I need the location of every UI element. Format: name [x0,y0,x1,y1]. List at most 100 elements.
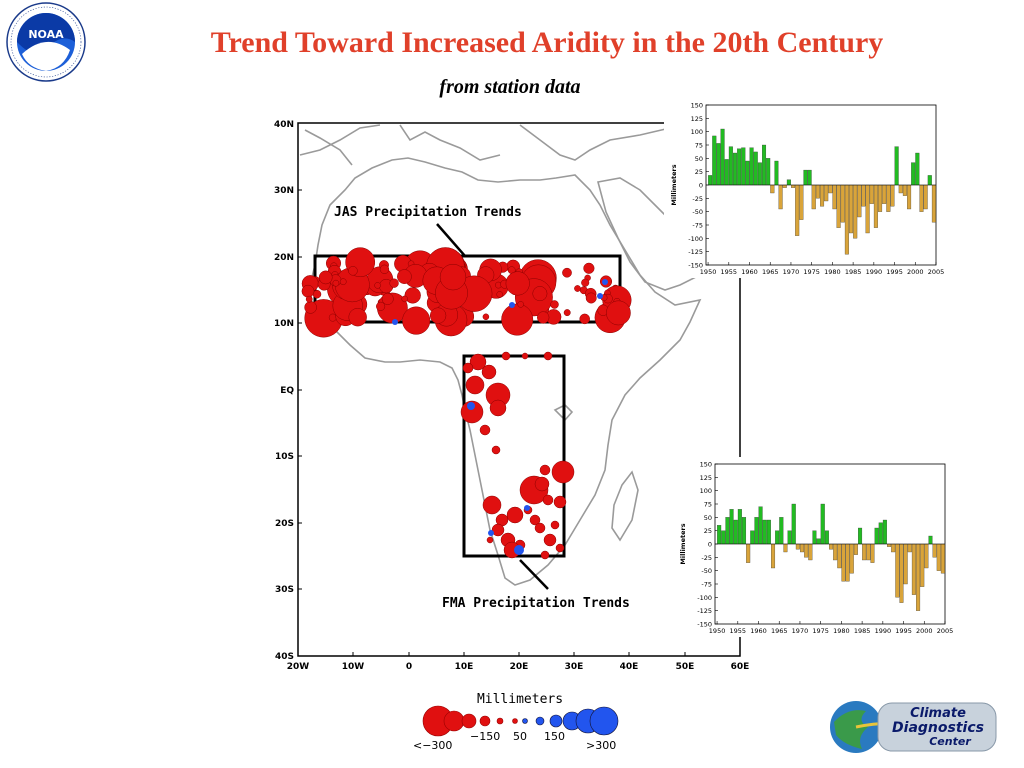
bar [799,184,804,220]
bar [746,543,751,563]
y-tick-label: 0 [699,182,703,190]
station-dot [491,445,501,455]
bar [721,530,726,545]
station-dot [460,400,484,424]
bar [844,184,849,255]
legend-label-50: 50 [513,730,527,743]
lon-label-20e: 20E [510,662,529,672]
station-dot [579,313,590,325]
station-dot [491,523,505,537]
bar [924,543,929,569]
bar [725,517,730,545]
station-dot [602,279,608,285]
bar [853,543,858,555]
bar [803,169,808,186]
y-tick-label: -125 [688,248,703,256]
bar [807,169,812,186]
page-subtitle: from station data [439,76,581,98]
bar [840,184,845,223]
bar [915,152,920,186]
y-tick-label: 150 [691,102,703,110]
x-tick-label: 1990 [875,627,892,635]
x-tick-label: 1995 [895,627,912,635]
y-tick-label: -150 [688,262,703,270]
bar [745,160,750,186]
bar [766,158,771,186]
cdc-logo-line1: Climate [910,706,966,721]
y-tick-label: 25 [695,168,703,176]
y-tick-label: -50 [692,208,703,216]
lat-label-40n: 40N [274,120,294,130]
x-tick-label: 1980 [824,268,841,276]
station-dot [542,494,554,506]
bar [771,543,776,569]
station-dot [581,278,590,287]
x-tick-label: 1975 [812,627,829,635]
bar [820,503,825,545]
cdc-logo: Climate Diagnostics Center [830,701,997,753]
bar [787,530,792,545]
lat-label-30n: 30N [274,186,294,196]
legend-title: Millimeters [477,692,563,707]
bar [878,184,883,212]
bar [907,184,912,210]
lat-label-10n: 10N [274,319,294,329]
bar [866,543,871,561]
legend-label-max: >300 [586,739,616,752]
cdc-logo-line3: Center [929,735,971,748]
legend-label-m150: −150 [470,730,500,743]
y-tick-label: -50 [701,567,712,575]
station-dot [389,278,399,288]
station-dot [401,295,408,303]
station-dot [540,550,550,560]
bar [816,538,821,545]
bar [828,184,833,194]
bar [779,517,784,545]
jas-station-dots [301,247,632,338]
station-dot [469,353,487,371]
y-tick-label: -100 [688,235,703,243]
x-tick-label: 2000 [916,627,933,635]
station-dot [467,402,475,410]
bar [845,543,850,582]
bar [916,543,921,611]
x-tick-label: 2005 [928,268,944,276]
x-tick-label: 1960 [741,268,758,276]
x-tick-label: 1970 [792,627,809,635]
bar [762,144,767,186]
y-axis-label: Millimeters [679,523,687,564]
bar [874,527,879,545]
station-dot [429,307,447,324]
lat-label-40s: 40S [275,652,294,662]
y-tick-label: 50 [695,155,703,163]
fma-bar-chart: 1501251007550250-25-50-75-100-125-150195… [673,457,953,637]
cdc-logo-line2: Diagnostics [892,720,984,736]
station-dot [301,284,315,298]
station-dot [479,424,491,436]
bar [757,162,762,186]
lat-label-eq: EQ [280,386,294,396]
lon-label-10e: 10E [455,662,474,672]
lon-label-40e: 40E [620,662,639,672]
bar [782,184,787,188]
bar [812,530,817,545]
y-tick-label: 100 [700,487,712,495]
bar [886,184,891,212]
station-dot [501,351,511,361]
station-dot [304,301,317,314]
x-tick-label: 1965 [762,268,779,276]
bar [750,530,755,545]
station-dot [555,543,565,553]
bar [940,543,945,574]
station-dot [529,514,541,526]
bar [733,519,738,545]
bar [775,530,780,545]
legend-label-150: 150 [544,730,565,743]
bar [899,543,904,603]
bar [774,160,779,186]
bar [716,143,721,186]
bar [737,509,742,545]
bar [762,519,767,545]
fma-pointer [519,559,549,590]
bar [800,543,805,553]
